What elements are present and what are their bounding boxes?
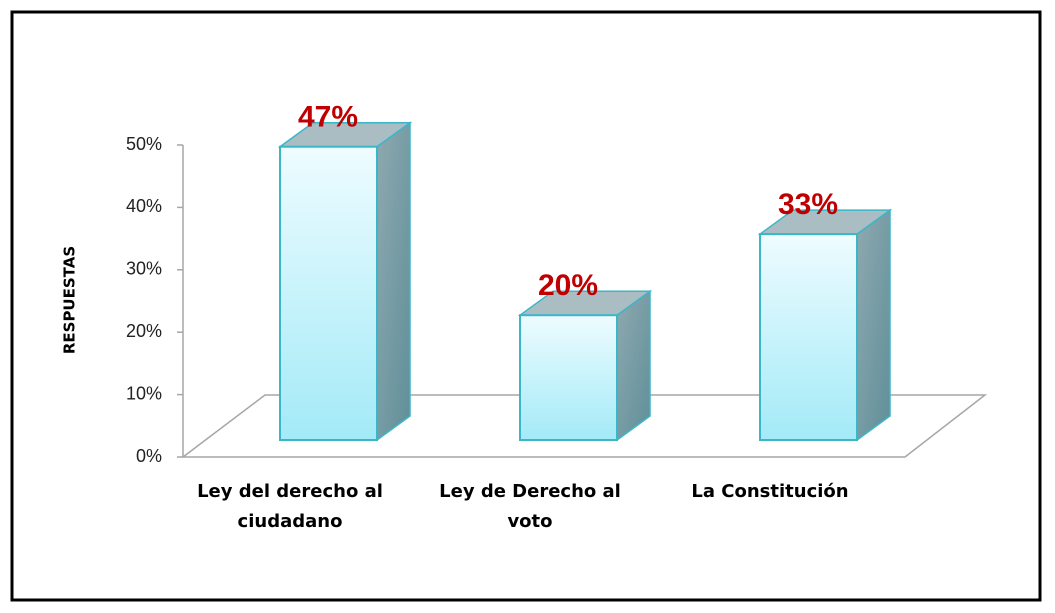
y-tick-label: 20%: [126, 321, 162, 341]
bar-side: [856, 208, 891, 442]
bar: [277, 121, 413, 442]
x-tick-label: Ley de Derecho al voto: [439, 481, 621, 532]
floor: [180, 394, 988, 458]
y-tick-label: 10%: [126, 383, 162, 403]
y-tick-label: 40%: [126, 196, 162, 216]
bar-side: [616, 289, 651, 442]
value-label: 47%: [298, 101, 358, 134]
value-label: 20%: [538, 269, 598, 302]
bar-front: [279, 145, 378, 441]
y-tick-label: 30%: [126, 259, 162, 279]
x-tick-label: Ley del derecho al ciudadano: [197, 481, 383, 532]
bar-front: [519, 314, 618, 442]
value-label: 33%: [778, 188, 838, 221]
y-axis-label: RESPUESTAS: [61, 246, 79, 354]
y-tick-label: 0%: [136, 446, 162, 466]
bar: [757, 208, 893, 442]
x-tick-label: La Constitución: [691, 481, 848, 502]
bar: [517, 289, 653, 442]
bar-front: [759, 233, 858, 441]
y-tick-label: 50%: [126, 134, 162, 154]
bar-side: [376, 121, 411, 442]
